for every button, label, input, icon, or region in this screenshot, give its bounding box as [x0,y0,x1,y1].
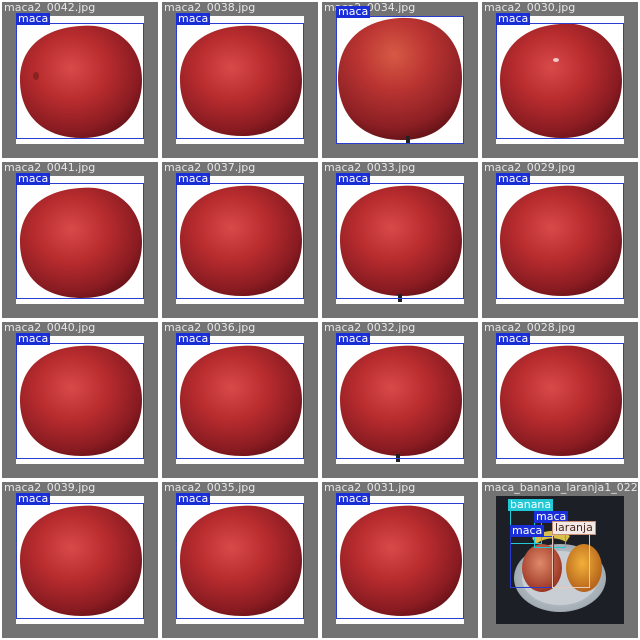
class-label-maca: maca [176,332,211,345]
image-filename: maca2_0030.jpg [484,2,576,14]
image-filename: maca2_0042.jpg [4,2,96,14]
apple-image [20,187,142,298]
image-tile: maca2_0034.jpg maca [322,2,478,158]
image-tile: maca2_0037.jpg maca [162,162,318,318]
image-tile: maca2_0038.jpg maca [162,2,318,158]
class-label-maca: maca [16,172,51,185]
class-label-maca: maca [510,524,545,537]
class-label-maca: maca [496,12,531,25]
image-filename: maca2_0041.jpg [4,162,96,174]
image-tile: maca2_0032.jpg maca [322,322,478,478]
image-filename: maca2_0028.jpg [484,322,576,334]
class-label-maca: maca [336,172,371,185]
apple-image [180,185,302,296]
apple-photo [16,176,144,304]
image-tile: maca2_0029.jpg maca [482,162,638,318]
bounding-box [496,343,624,459]
apple-photo [176,16,304,144]
apple-image [500,23,622,138]
bounding-box [16,183,144,299]
image-filename: maca2_0029.jpg [484,162,576,174]
image-filename: maca2_0031.jpg [324,482,416,494]
bounding-box [336,16,464,144]
bounding-box [176,503,304,619]
apple-photo [496,16,624,144]
class-label-maca: maca [16,492,51,505]
image-filename: maca2_0035.jpg [164,482,256,494]
image-tile: maca2_0041.jpg maca [2,162,158,318]
bounding-box [336,183,464,299]
apple-photo [176,336,304,464]
class-label-maca: maca [534,510,569,523]
image-filename: maca_banana_laranja1_022.jpg [484,482,638,494]
image-tile: maca2_0036.jpg maca [162,322,318,478]
image-tile: maca2_0033.jpg maca [322,162,478,318]
apple-photo [16,16,144,144]
fruit-bowl-image [514,530,606,612]
bounding-box [496,23,624,139]
image-tile: maca2_0039.jpg maca [2,482,158,638]
class-label-maca: maca [496,172,531,185]
apple-image [340,505,462,616]
bounding-box-maca [510,536,554,588]
apple-photo [336,16,464,144]
apple-image [500,345,622,456]
class-label-maca: maca [176,12,211,25]
bounding-box-laranja [552,532,590,588]
bounding-box [16,23,144,139]
class-label-maca: maca [496,332,531,345]
image-tile: maca2_0030.jpg maca [482,2,638,158]
class-label-maca: maca [176,172,211,185]
image-filename: maca2_0036.jpg [164,322,256,334]
image-filename: maca2_0040.jpg [4,322,96,334]
bounding-box [496,183,624,299]
apple-photo [336,496,464,624]
bounding-box [16,343,144,459]
apple-image [338,17,462,144]
apple-image [20,345,142,456]
bounding-box [336,503,464,619]
bounding-box [176,343,304,459]
class-label-maca: maca [16,332,51,345]
bounding-box [176,23,304,139]
image-filename: maca2_0038.jpg [164,2,256,14]
image-tile: maca2_0035.jpg maca [162,482,318,638]
apple-photo [176,176,304,304]
apple-image [20,505,142,616]
apple-photo [176,496,304,624]
apple-image [20,25,142,138]
image-tile: maca2_0042.jpg maca [2,2,158,158]
apple-photo [336,176,464,304]
apple-photo [496,336,624,464]
apple-photo [16,496,144,624]
class-label-maca: maca [336,5,371,18]
image-filename: maca2_0039.jpg [4,482,96,494]
class-label-maca: maca [176,492,211,505]
apple-image [500,185,622,296]
image-tile: maca_banana_laranja1_022.jpg banana maca… [482,482,638,638]
class-label-maca: maca [336,492,371,505]
bounding-box [336,343,464,459]
class-label-maca: maca [16,12,51,25]
image-filename: maca2_0033.jpg [324,162,416,174]
class-label-maca: maca [336,332,371,345]
apple-photo [16,336,144,464]
class-label-laranja: laranja [552,521,596,535]
image-filename: maca2_0032.jpg [324,322,416,334]
class-label-banana: banana [508,498,554,511]
apple-image [180,505,302,616]
image-tile: maca2_0040.jpg maca [2,322,158,478]
image-filename: maca2_0037.jpg [164,162,256,174]
apple-photo [336,336,464,464]
bounding-box [176,183,304,299]
apple-photo [496,176,624,304]
image-tile: maca2_0028.jpg maca [482,322,638,478]
apple-image [180,25,302,136]
apple-image [180,345,302,456]
image-tile: maca2_0031.jpg maca [322,482,478,638]
bounding-box [16,503,144,619]
